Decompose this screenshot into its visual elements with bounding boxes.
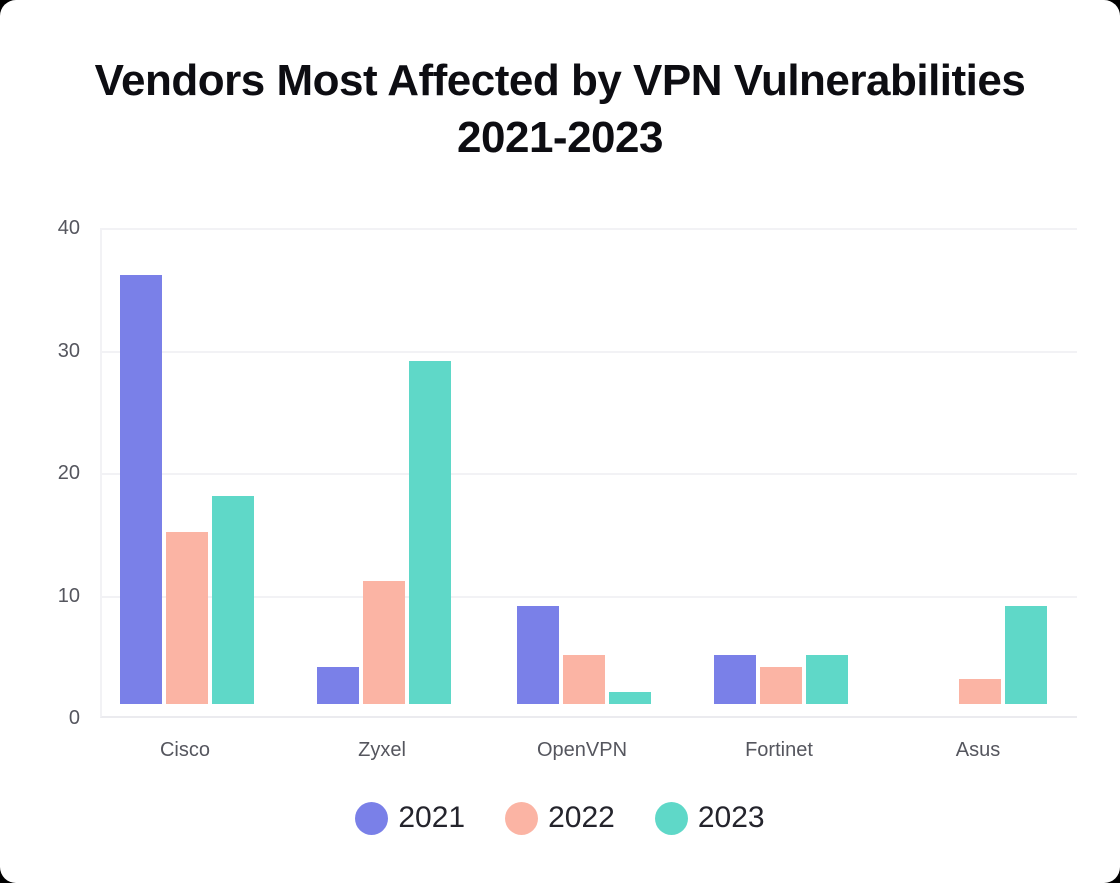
bar-cisco-2022 bbox=[166, 532, 208, 704]
bar-group-fortinet bbox=[714, 654, 848, 704]
legend: 2021 2022 2023 bbox=[0, 800, 1120, 836]
bar-openvpn-2023 bbox=[609, 691, 651, 704]
x-axis-category-label: Asus bbox=[955, 739, 1001, 761]
bar-zyxel-2021 bbox=[317, 667, 359, 704]
x-axis-category-label: Fortinet bbox=[745, 739, 813, 761]
chart-title-line2: 2021-2023 bbox=[457, 113, 663, 162]
y-axis-tick-label: 20 bbox=[57, 462, 80, 484]
bar-asus-2022 bbox=[959, 679, 1001, 704]
bar-group-asus bbox=[913, 605, 1047, 704]
y-axis-tick-label: 40 bbox=[57, 217, 80, 239]
legend-dot-icon bbox=[355, 801, 389, 835]
legend-dot-icon bbox=[505, 801, 539, 835]
bar-fortinet-2023 bbox=[806, 654, 848, 704]
legend-label: 2022 bbox=[548, 801, 615, 834]
x-axis-category-label: OpenVPN bbox=[536, 739, 628, 761]
bar-cisco-2023 bbox=[212, 495, 254, 704]
legend-dot-icon bbox=[654, 801, 688, 835]
gridline bbox=[102, 473, 1077, 475]
bar-cisco-2021 bbox=[120, 275, 162, 704]
bar-zyxel-2022 bbox=[363, 581, 405, 704]
bar-fortinet-2022 bbox=[760, 667, 802, 704]
bar-group-openvpn bbox=[517, 605, 651, 704]
x-axis-category-label: Zyxel bbox=[358, 739, 406, 761]
bar-asus-2023 bbox=[1005, 605, 1047, 704]
legend-label: 2023 bbox=[697, 801, 765, 834]
gridline bbox=[102, 350, 1077, 353]
chart-title-line1: Vendors Most Affected by VPN Vulnerabili… bbox=[94, 56, 1026, 105]
y-axis-tick-label: 0 bbox=[68, 707, 80, 729]
plot-area bbox=[100, 228, 1077, 718]
y-axis-tick-label: 10 bbox=[57, 584, 80, 607]
bar-group-cisco bbox=[120, 275, 254, 704]
x-axis-category-label: Cisco bbox=[159, 739, 211, 761]
legend-item-2023: 2023 bbox=[654, 800, 765, 836]
bar-openvpn-2021 bbox=[517, 605, 559, 704]
bar-group-zyxel bbox=[317, 360, 451, 704]
legend-label: 2021 bbox=[398, 801, 466, 834]
bar-openvpn-2022 bbox=[563, 654, 605, 704]
legend-item-2022: 2022 bbox=[505, 800, 615, 836]
y-axis-tick-label: 30 bbox=[57, 339, 80, 362]
bar-zyxel-2023 bbox=[409, 360, 451, 704]
bar-fortinet-2021 bbox=[714, 654, 756, 704]
chart-title: Vendors Most Affected by VPN Vulnerabili… bbox=[0, 52, 1120, 166]
gridline bbox=[102, 595, 1077, 598]
legend-item-2021: 2021 bbox=[355, 800, 465, 836]
